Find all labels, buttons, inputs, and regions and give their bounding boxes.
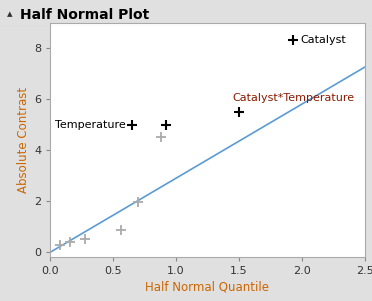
Text: Temperature: Temperature — [55, 120, 126, 130]
Text: ▴: ▴ — [7, 10, 12, 20]
X-axis label: Half Normal Quantile: Half Normal Quantile — [145, 281, 269, 293]
Text: Catalyst: Catalyst — [301, 36, 346, 45]
Y-axis label: Absolute Contrast: Absolute Contrast — [17, 87, 30, 193]
Text: Half Normal Plot: Half Normal Plot — [20, 8, 150, 22]
Text: Catalyst*Temperature: Catalyst*Temperature — [232, 93, 355, 103]
